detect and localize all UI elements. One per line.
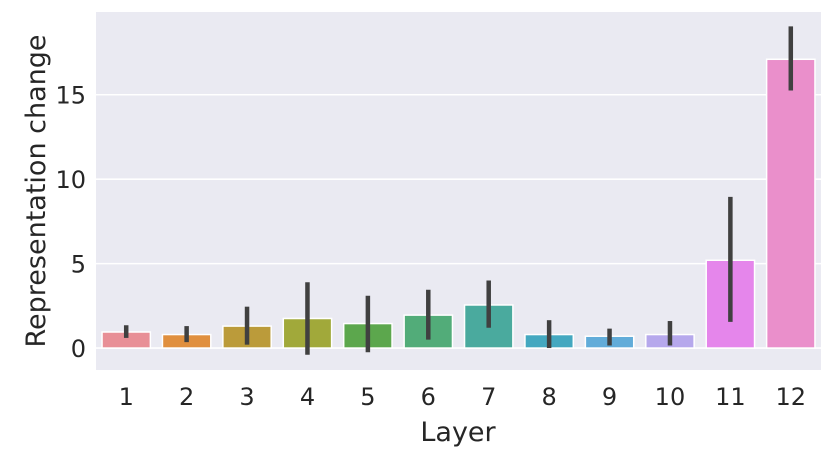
bar [765, 58, 816, 349]
x-tick-label: 3 [239, 383, 254, 411]
x-tick-label: 2 [179, 383, 194, 411]
x-tick-label: 8 [541, 383, 556, 411]
y-tick-label: 10 [55, 166, 86, 194]
x-tick-labels: 1 2 3 4 5 6 7 8 9 10 11 12 [119, 383, 806, 411]
x-tick-label: 12 [776, 383, 807, 411]
x-tick-label: 6 [421, 383, 436, 411]
y-tick-label: 15 [55, 82, 86, 110]
x-tick-label: 11 [715, 383, 746, 411]
x-tick-label: 7 [481, 383, 496, 411]
x-tick-label: 5 [360, 383, 375, 411]
gridlines [96, 93, 821, 349]
x-tick-label: 1 [119, 383, 134, 411]
y-tick-labels: 0 5 10 15 [55, 82, 86, 363]
x-tick-label: 9 [602, 383, 617, 411]
plot-background [96, 12, 821, 370]
y-tick-label: 0 [71, 335, 86, 363]
x-axis-label: Layer [420, 417, 496, 448]
x-tick-label: 10 [655, 383, 686, 411]
error-bars [123, 26, 794, 355]
x-tick-label: 4 [300, 383, 315, 411]
y-tick-label: 5 [71, 251, 86, 279]
y-axis-label: Representation change [21, 34, 52, 347]
